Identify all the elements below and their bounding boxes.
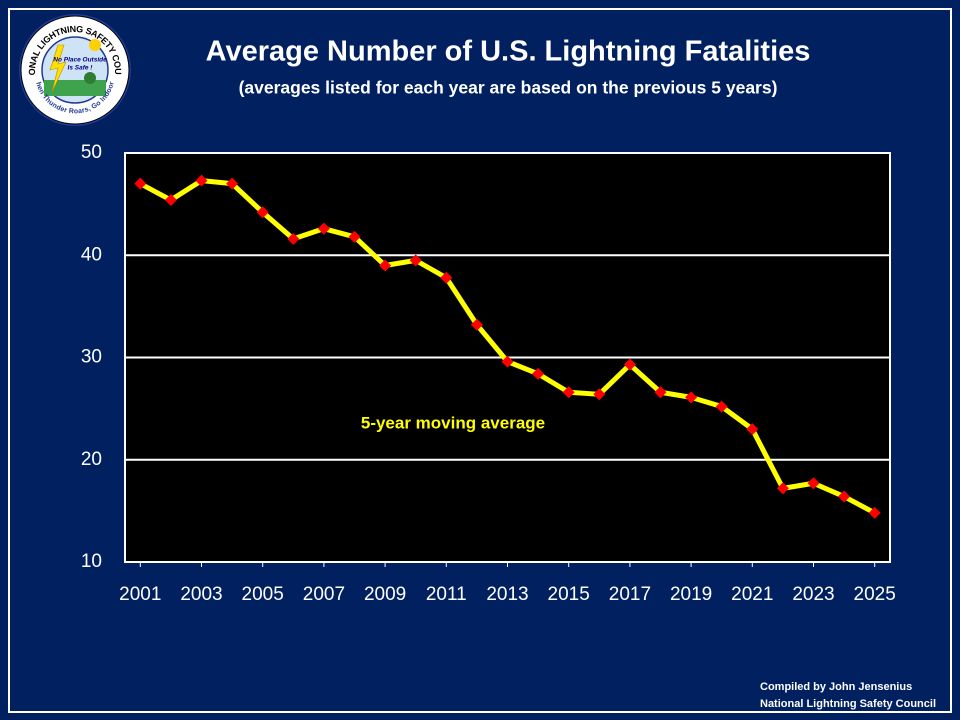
data-point xyxy=(195,174,208,187)
data-point xyxy=(470,318,483,331)
data-point xyxy=(134,177,147,190)
x-tick-label: 2015 xyxy=(548,584,590,605)
data-point xyxy=(256,206,269,219)
data-point xyxy=(623,358,636,371)
logo-grass xyxy=(44,80,106,96)
data-point xyxy=(287,232,300,245)
x-tick-label: 2017 xyxy=(609,584,651,605)
y-tick-label: 10 xyxy=(81,551,102,572)
data-point xyxy=(562,386,575,399)
chart-subtitle: (averages listed for each year are based… xyxy=(239,78,778,98)
data-point xyxy=(746,423,759,436)
data-point xyxy=(501,355,514,368)
data-point xyxy=(654,386,667,399)
x-tick-label: 2013 xyxy=(486,584,528,605)
data-point xyxy=(593,388,606,401)
data-point xyxy=(868,506,881,519)
x-tick-label: 2019 xyxy=(670,584,712,605)
y-tick-label: 40 xyxy=(81,244,102,265)
y-tick-label: 50 xyxy=(81,142,102,163)
data-point xyxy=(317,222,330,235)
data-point xyxy=(164,194,177,207)
data-point xyxy=(409,254,422,267)
x-tick-label: 2001 xyxy=(119,584,161,605)
x-tick-label: 2021 xyxy=(731,584,773,605)
x-tick-label: 2025 xyxy=(854,584,896,605)
credit-line: Compiled by John Jensenius xyxy=(760,681,912,693)
x-tick-label: 2011 xyxy=(426,584,467,605)
data-point xyxy=(532,367,545,380)
data-point xyxy=(715,400,728,413)
frame xyxy=(8,8,952,713)
logo-tree xyxy=(84,72,96,84)
data-point xyxy=(838,490,851,503)
x-tick-label: 2005 xyxy=(242,584,284,605)
logo-rim xyxy=(20,15,130,125)
data-point xyxy=(807,477,820,490)
data-point xyxy=(440,271,453,284)
data-point xyxy=(685,391,698,404)
x-tick-label: 2023 xyxy=(792,584,834,605)
credit-line: National Lightning Safety Council xyxy=(760,698,936,710)
plot-border xyxy=(124,152,891,563)
data-point xyxy=(348,230,361,243)
series-annotation: 5-year moving average xyxy=(361,413,545,432)
y-tick-label: 30 xyxy=(81,347,102,368)
labels: 10 20 30 40 50 2001 2003 2005 2007 2009 2011 2013 20… xyxy=(81,142,896,605)
data-point xyxy=(379,259,392,272)
x-tick-label: 2009 xyxy=(364,584,406,605)
marks xyxy=(134,174,881,519)
logo-center-line: No Place Outside xyxy=(53,57,107,64)
logo-sun xyxy=(89,39,101,51)
logo-center-line: Is Safe ! xyxy=(68,65,94,72)
logo-bolt xyxy=(49,44,67,93)
data-point xyxy=(226,177,239,190)
data-point xyxy=(776,482,789,495)
y-tick-label: 20 xyxy=(81,449,102,470)
x-tick-label: 2007 xyxy=(303,584,345,605)
x-tick-label: 2003 xyxy=(180,584,222,605)
chart-title: Average Number of U.S. Lightning Fatalit… xyxy=(206,36,811,68)
